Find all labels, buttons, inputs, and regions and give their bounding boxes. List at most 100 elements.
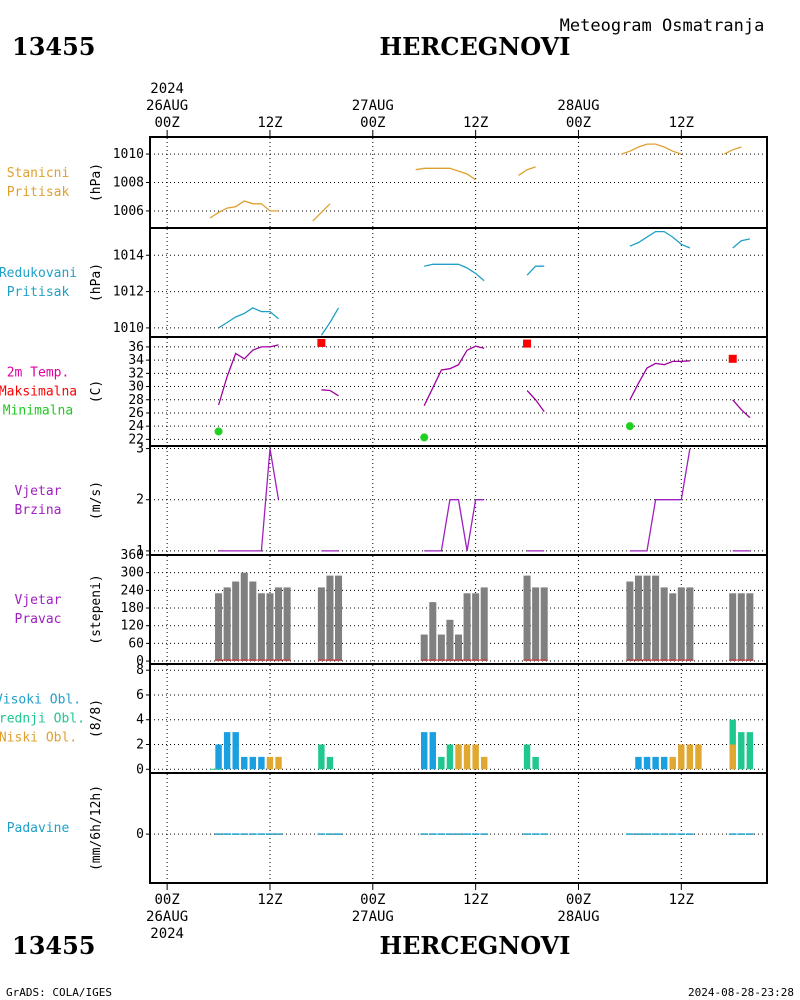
y-tick-label-brzina: 2 (136, 493, 144, 508)
direction-bar (326, 575, 334, 662)
direction-bar (677, 587, 685, 662)
panel-label-temp: Maksimalna (0, 385, 77, 400)
series-line-stanicni (518, 166, 536, 176)
min-temp-marker (420, 433, 429, 442)
cloud-bar-niski-obl (455, 744, 462, 770)
cloud-bar-niski-obl (729, 744, 736, 770)
panel-label-pravac: Pravac (15, 612, 62, 627)
cloud-bar-srednji-obl (446, 744, 454, 770)
cloud-bar-visoki-obl (429, 732, 437, 770)
time-tick-label-bottom: 00Z (360, 892, 385, 908)
panel-label-oblaci: Niski Obl. (0, 731, 77, 746)
footer-timestamp: 2024-08-28-23:28 (688, 986, 794, 999)
cloud-bar-visoki-obl (635, 756, 642, 770)
direction-bar (257, 593, 265, 662)
panel-frame-temp (149, 336, 768, 447)
direction-bar (249, 581, 257, 662)
y-tick-label-temp: 22 (128, 432, 144, 447)
cloud-bar-srednji-obl (318, 744, 325, 770)
direction-bar (454, 634, 463, 662)
series-line-redukovani (320, 307, 340, 336)
panel-label-redukovani: Pritisak (7, 285, 70, 300)
cloud-bar-niski-obl (686, 744, 694, 770)
y-tick-label-redukovani: 1014 (113, 248, 144, 263)
direction-bar (240, 572, 248, 662)
cloud-bar-niski-obl (266, 756, 274, 770)
direction-bar (746, 593, 754, 662)
series-line-temp (217, 344, 279, 406)
y-tick-label-redukovani: 1010 (113, 321, 144, 336)
unit-label-temp: (C) (89, 380, 104, 403)
date-label-top: 26AUG (146, 98, 188, 114)
direction-bar (446, 619, 454, 662)
unit-label-redukovani: (hPa) (89, 263, 104, 302)
y-tick-label-padavine: 0 (136, 827, 144, 842)
unit-label-padavine: (mm/6h/12h) (89, 785, 104, 871)
series-line-redukovani (732, 238, 751, 249)
cloud-bar-srednji-obl (746, 732, 754, 770)
unit-label-oblaci: (8/8) (89, 699, 104, 738)
y-tick-label-oblaci: 0 (136, 762, 144, 777)
time-tick-label-top: 00Z (360, 115, 385, 131)
time-tick-label-bottom: 12Z (463, 892, 488, 908)
cloud-bar-srednji-obl (438, 756, 445, 770)
cloud-bar-visoki-obl (643, 756, 651, 770)
cloud-bar-srednji-obl (532, 756, 539, 770)
y-tick-label-stanicni: 1006 (113, 204, 144, 219)
y-tick-label-pravac: 360 (121, 548, 144, 563)
cloud-bar-niski-obl (275, 756, 282, 770)
panel-label-stanicni: Pritisak (7, 185, 70, 200)
cloud-bar-niski-obl (480, 756, 488, 770)
footer-station-id: 13455 (12, 931, 96, 960)
series-line-temp (526, 390, 545, 412)
cloud-bar-visoki-obl (215, 744, 222, 770)
panel-label-oblaci: Srednji Obl. (0, 712, 85, 727)
panel-label-stanicni: Stanicni (7, 166, 70, 181)
y-tick-label-brzina: 1 (136, 544, 144, 559)
cloud-bar-visoki-obl (249, 756, 257, 770)
series-line-redukovani (424, 263, 485, 282)
direction-bar (652, 575, 660, 662)
direction-bar (480, 587, 488, 662)
y-tick-label-pravac: 300 (121, 566, 144, 581)
max-temp-marker (317, 338, 326, 347)
unit-label-stanicni: (hPa) (89, 163, 104, 202)
max-temp-marker (523, 339, 532, 348)
direction-bar (232, 581, 240, 662)
cloud-bar-niski-obl (678, 744, 685, 770)
series-line-brzina (424, 499, 485, 552)
panel-label-brzina: Brzina (15, 503, 62, 518)
cloud-bar-niski-obl (695, 744, 702, 770)
direction-bar (686, 587, 694, 662)
time-tick-label-top: 12Z (463, 115, 488, 131)
date-label-bottom: 26AUG (146, 909, 188, 925)
series-line-redukovani (629, 230, 691, 249)
panel-label-padavine: Padavine (7, 821, 70, 836)
direction-bar (420, 634, 428, 662)
cloud-bar-visoki-obl (660, 756, 668, 770)
time-tick-label-top: 00Z (566, 115, 591, 131)
y-tick-label-stanicni: 1008 (113, 176, 144, 191)
cloud-bar-visoki-obl (232, 732, 239, 770)
series-line-temp (423, 345, 485, 406)
direction-bar (729, 593, 737, 662)
direction-bar (463, 593, 471, 662)
series-line-redukovani (218, 307, 279, 329)
y-tick-label-redukovani: 1012 (113, 285, 144, 300)
direction-bar (335, 575, 343, 662)
unit-label-pravac: (stepeni) (89, 574, 104, 644)
cloud-bar-srednji-obl (523, 744, 531, 770)
unit-label-brzina: (m/s) (89, 481, 104, 520)
direction-bar (737, 593, 745, 662)
y-tick-label-brzina: 3 (136, 442, 144, 457)
panel-label-temp: 2m Temp. (7, 366, 70, 381)
cloud-bar-visoki-obl (258, 756, 265, 770)
time-tick-label-bottom: 00Z (566, 892, 591, 908)
direction-bar (626, 581, 634, 662)
y-tick-label-oblaci: 2 (136, 738, 144, 753)
direction-bar (317, 587, 325, 662)
direction-bar (634, 575, 642, 662)
panel-frame-redukovani (149, 227, 768, 338)
y-tick-label-oblaci: 8 (136, 663, 144, 678)
